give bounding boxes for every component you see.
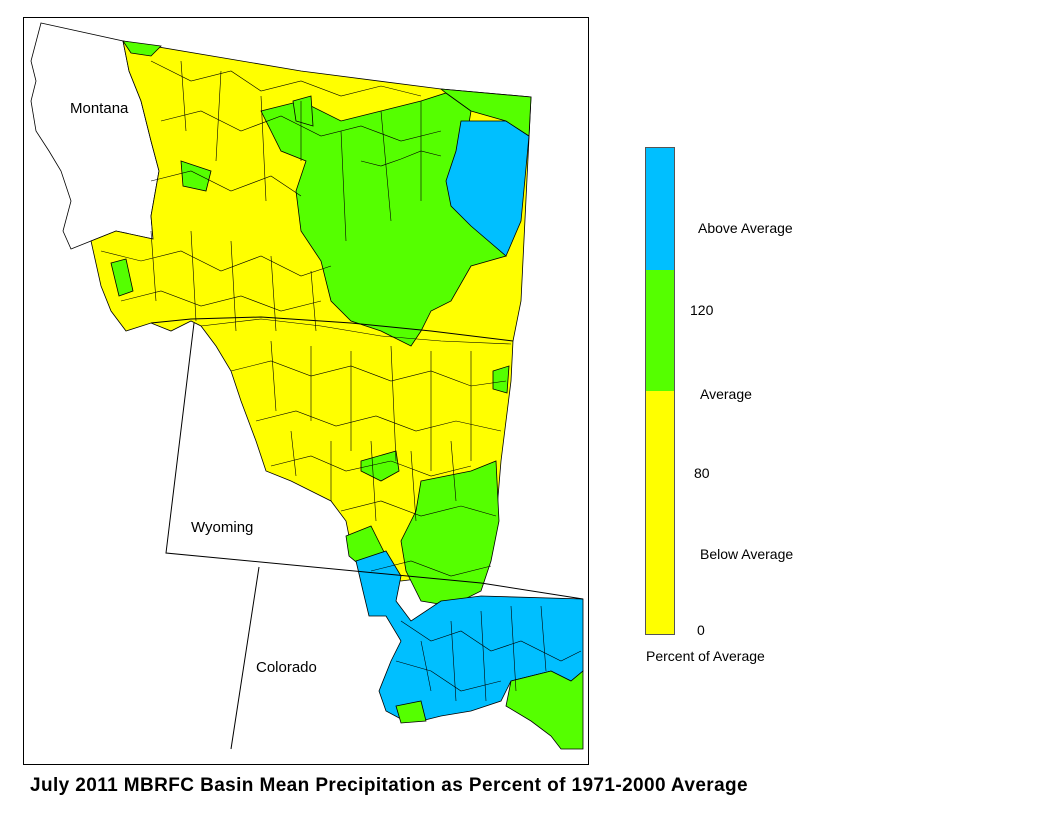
green-patch-sw <box>395 700 427 724</box>
basin-boundaries <box>100 60 582 702</box>
legend-title: Percent of Average <box>646 648 765 664</box>
green-region-north-strip <box>122 40 162 57</box>
legend-segment-above <box>646 148 674 270</box>
state-label-colorado: Colorado <box>256 659 317 676</box>
legend-segment-average <box>646 269 674 391</box>
legend-segment-below <box>646 391 674 634</box>
map-panel <box>23 17 589 765</box>
state-label-montana: Montana <box>70 100 129 117</box>
legend-tick-120: 120 <box>690 302 714 318</box>
state-boundaries <box>150 316 584 750</box>
legend-tick-80: 80 <box>694 465 710 481</box>
green-region-montana <box>260 92 507 347</box>
legend-label-below: Below Average <box>700 546 794 562</box>
green-patch-2 <box>180 160 212 192</box>
green-region-ne-strip <box>439 88 532 137</box>
legend-label-average: Average <box>700 386 752 402</box>
green-patch-4 <box>492 365 510 394</box>
map-caption: July 2011 MBRFC Basin Mean Precipitation… <box>30 775 749 796</box>
legend-label-above: Above Average <box>698 220 793 236</box>
green-patch-3 <box>292 95 314 127</box>
basin-map <box>30 22 584 750</box>
legend-tick-0: 0 <box>697 622 705 638</box>
state-label-wyoming: Wyoming <box>191 519 254 536</box>
legend-color-bar <box>645 147 675 635</box>
blue-region-colorado <box>355 550 584 722</box>
green-patch-1 <box>110 258 134 297</box>
green-region-se <box>505 670 584 750</box>
